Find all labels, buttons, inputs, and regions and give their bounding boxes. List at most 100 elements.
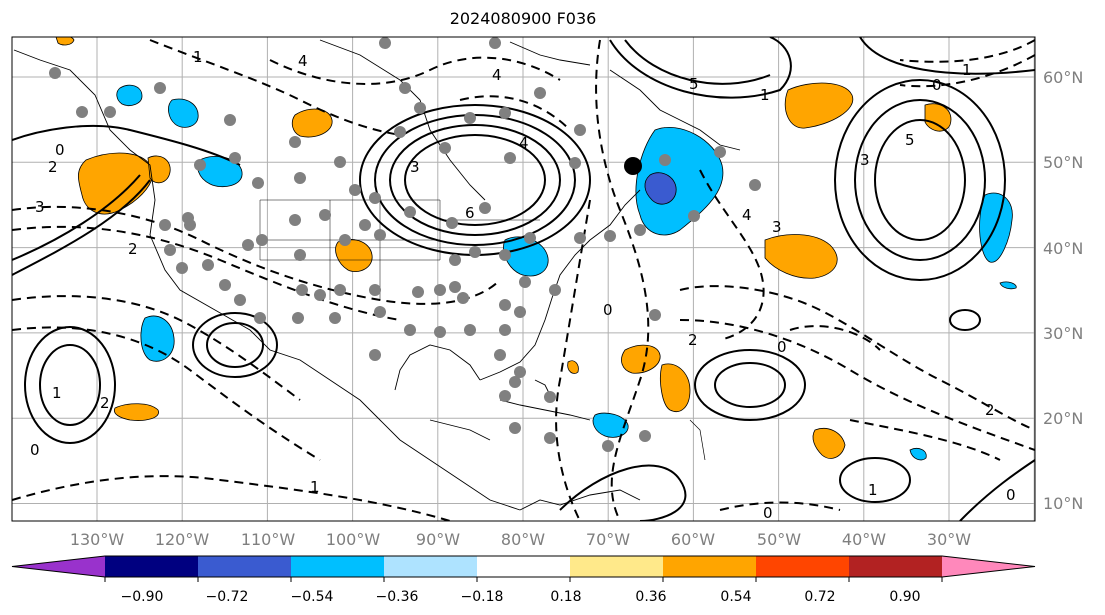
- blue-blob: [635, 127, 724, 236]
- station-dot: [104, 106, 116, 118]
- contour-label: 3: [860, 151, 870, 169]
- station-dot: [602, 440, 614, 452]
- station-dot: [334, 156, 346, 168]
- contour-label: 2: [48, 158, 58, 176]
- station-dot: [289, 136, 301, 148]
- station-dot: [524, 232, 536, 244]
- contour-label: 2: [985, 401, 995, 419]
- colorbar-segment: [198, 556, 291, 577]
- station-dot: [224, 114, 236, 126]
- station-dot: [504, 152, 516, 164]
- station-dot: [534, 87, 546, 99]
- orange-blob: [812, 428, 846, 459]
- colorbar-segment: [105, 556, 198, 577]
- station-dot: [446, 217, 458, 229]
- colorbar: [11, 555, 1036, 582]
- colorbar-tick-label: 0.36: [635, 589, 666, 605]
- station-dot: [489, 37, 501, 49]
- station-dot: [252, 177, 264, 189]
- colorbar-segment: [942, 556, 1035, 577]
- highlighted-point: [624, 157, 642, 175]
- station-dot: [296, 284, 308, 296]
- lat-label: 20°N: [1043, 409, 1083, 428]
- station-dot: [464, 324, 476, 336]
- station-dot: [319, 209, 331, 221]
- contour-label: 4: [742, 206, 752, 224]
- station-dot: [339, 234, 351, 246]
- station-dot: [194, 159, 206, 171]
- station-dot: [369, 192, 381, 204]
- blue-blob: [644, 172, 677, 205]
- orange-blob: [764, 234, 838, 279]
- contour-label: 4: [298, 52, 308, 70]
- station-dot: [369, 349, 381, 361]
- colorbar-segment: [570, 556, 663, 577]
- blue-blob: [909, 448, 927, 461]
- colorbar-tick-label: 0.18: [550, 589, 581, 605]
- latitude-labels: 60°N 50°N 40°N 30°N 20°N 10°N: [1043, 68, 1083, 513]
- station-dot: [349, 184, 361, 196]
- contour-labels: 0 2 3 4 1 5 6 3 4 2 0 1 2 0 5 3 4 1 0 2 …: [30, 48, 1016, 522]
- contour-label: 2: [128, 240, 138, 258]
- lon-label: 90°W: [416, 530, 460, 549]
- station-dot: [569, 157, 581, 169]
- lon-label: 130°W: [70, 530, 125, 549]
- orange-blob: [567, 360, 579, 374]
- colorbar-segment: [12, 556, 105, 577]
- lon-label: 40°W: [842, 530, 886, 549]
- orange-blob: [924, 103, 952, 132]
- station-dot: [499, 299, 511, 311]
- contour-label: 0: [763, 504, 773, 522]
- contour-label: 1: [52, 384, 62, 402]
- blue-blob: [116, 84, 143, 106]
- station-dot: [469, 246, 481, 258]
- colorbar-tick-label: 0.90: [889, 589, 920, 605]
- station-dot: [688, 210, 700, 222]
- station-dot: [457, 292, 469, 304]
- station-dot: [176, 262, 188, 274]
- contour-label: 0: [777, 338, 787, 356]
- station-dot: [604, 230, 616, 242]
- orange-blob: [147, 155, 171, 184]
- station-dot: [499, 324, 511, 336]
- station-dot: [499, 107, 511, 119]
- station-dot: [229, 152, 241, 164]
- colorbar-segment: [849, 556, 942, 577]
- contour-label: 1: [760, 86, 770, 104]
- contour-label: 1: [193, 48, 203, 66]
- colorbar-tick-labels: −0.90 −0.72 −0.54 −0.36 −0.18 0.18 0.36 …: [121, 589, 921, 605]
- station-dot: [464, 112, 476, 124]
- orange-blob: [621, 344, 661, 374]
- colorbar-tick-label: −0.36: [376, 589, 419, 605]
- map-frame: [11, 36, 1036, 522]
- station-dot: [334, 284, 346, 296]
- station-dot: [49, 67, 61, 79]
- station-dot: [374, 229, 386, 241]
- station-dot: [234, 294, 246, 306]
- station-dot: [434, 284, 446, 296]
- station-dot: [379, 37, 391, 49]
- colorbar-segment: [756, 556, 849, 577]
- station-dot: [499, 249, 511, 261]
- contour-label: 1: [962, 61, 972, 79]
- station-dot: [184, 219, 196, 231]
- lon-label: 120°W: [155, 530, 210, 549]
- contour-label: 4: [519, 134, 529, 152]
- station-dot: [369, 284, 381, 296]
- station-dot: [494, 349, 506, 361]
- station-dot: [359, 219, 371, 231]
- station-dot: [449, 254, 461, 266]
- contour-label: 1: [310, 478, 320, 496]
- lat-label: 40°N: [1043, 239, 1083, 258]
- contour-label: 0: [603, 301, 613, 319]
- lat-label: 10°N: [1043, 494, 1083, 513]
- dashed-contours: [12, 39, 1035, 521]
- station-dot: [329, 312, 341, 324]
- station-dot: [159, 219, 171, 231]
- station-dot: [294, 249, 306, 261]
- blue-blob: [979, 192, 1013, 263]
- contour-label: 3: [35, 198, 45, 216]
- colorbar-tick-label: −0.18: [461, 589, 504, 605]
- station-dot: [404, 206, 416, 218]
